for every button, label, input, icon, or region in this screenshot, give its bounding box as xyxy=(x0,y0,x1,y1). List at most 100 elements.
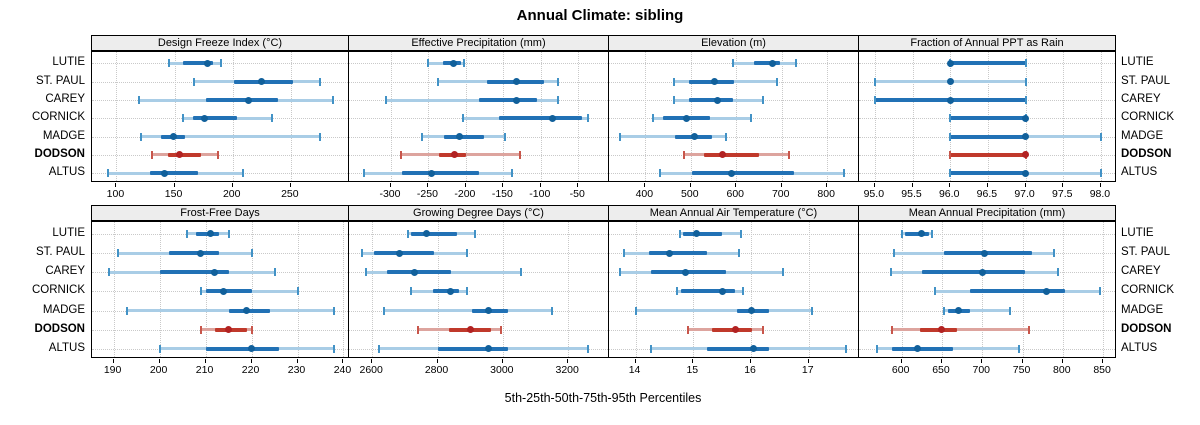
station-label-lutie: LUTIE xyxy=(1121,226,1154,239)
cap-95th-madge xyxy=(550,306,553,315)
axis-tick xyxy=(250,359,252,363)
cap-95th-st-paul xyxy=(737,249,740,258)
median-dot-dodson xyxy=(175,151,183,159)
cap-95th-lutie xyxy=(474,229,477,238)
median-dot-dodson xyxy=(225,326,233,334)
range-25-75-altus xyxy=(150,171,198,176)
median-dot-st-paul xyxy=(197,249,205,257)
station-label-dodson: DODSON xyxy=(1121,147,1172,160)
cap-5th-st-paul xyxy=(623,249,625,258)
axis-tick-label: 96.0 xyxy=(938,188,960,200)
median-dot-st-paul xyxy=(981,249,989,257)
cap-95th-madge xyxy=(810,306,813,315)
axis-tick xyxy=(873,183,875,187)
panel-plot-growing-degree-days-c xyxy=(348,221,609,358)
gridline-vertical xyxy=(781,52,783,181)
cap-95th-st-paul xyxy=(1052,249,1055,258)
axis-tick xyxy=(911,183,913,187)
axis-tick-label: 250 xyxy=(281,188,299,200)
axis-mean-annual-precipitation-mm: 600 650 700 750 800 850 xyxy=(858,359,1116,379)
axis-tick xyxy=(940,359,942,363)
gridline-horizontal xyxy=(349,233,608,235)
axis-tick-label: -250 xyxy=(416,188,438,200)
cap-95th-cornick xyxy=(465,287,468,296)
axis-tick-label: 3200 xyxy=(555,364,579,376)
median-dot-dodson xyxy=(731,326,739,334)
axis-tick xyxy=(1021,359,1023,363)
gridline-vertical xyxy=(901,222,903,357)
panel-title: Mean Annual Precipitation (mm) xyxy=(908,207,1066,219)
panel-plot-mean-annual-air-temperature-c xyxy=(608,221,859,358)
axis-tick xyxy=(371,359,373,363)
axis-tick-label: 200 xyxy=(222,188,241,200)
cap-95th-st-paul xyxy=(465,249,468,258)
cap-5th-cornick xyxy=(410,287,413,296)
median-dot-dodson xyxy=(451,151,459,159)
axis-tick-label: 14 xyxy=(628,364,641,376)
axis-tick xyxy=(577,183,579,187)
cap-95th-altus xyxy=(242,169,245,178)
station-label-madge: MADGE xyxy=(1121,303,1164,316)
range-25-75-lutie xyxy=(182,61,213,66)
cap-5th-st-paul xyxy=(117,249,120,258)
range-25-75-dodson xyxy=(703,152,759,157)
panel-strip-elevation-m: Elevation (m) xyxy=(608,35,859,51)
cap-95th-altus xyxy=(586,344,589,353)
cap-5th-madge xyxy=(420,132,423,141)
gridline-vertical xyxy=(428,52,430,181)
cap-5th-cornick xyxy=(181,114,184,123)
panel-title: Fraction of Annual PPT as Rain xyxy=(910,37,1064,49)
range-25-75-altus xyxy=(950,171,1026,176)
axis-tick xyxy=(436,359,438,363)
panel-title: Growing Degree Days (°C) xyxy=(413,207,544,219)
median-dot-madge xyxy=(748,307,756,315)
cap-95th-lutie xyxy=(1024,59,1027,68)
gridline-vertical xyxy=(1100,52,1102,181)
median-dot-carey xyxy=(245,96,253,104)
range-25-75-st-paul xyxy=(168,251,220,256)
station-label-dodson: DODSON xyxy=(1121,322,1172,335)
cap-95th-dodson xyxy=(216,150,219,159)
range-25-75-cornick xyxy=(193,116,238,121)
axis-tick-label: 700 xyxy=(972,364,991,376)
range-25-75-madge xyxy=(444,134,484,139)
axis-tick xyxy=(634,359,636,363)
cap-95th-carey xyxy=(519,268,522,277)
station-label-st-paul: ST. PAUL xyxy=(1121,74,1170,87)
cap-5th-madge xyxy=(943,306,946,315)
cap-5th-carey xyxy=(873,96,876,104)
median-dot-madge xyxy=(1022,133,1030,141)
range-25-75-cornick xyxy=(950,116,1026,121)
cap-95th-cornick xyxy=(296,287,299,296)
axis-tick xyxy=(1061,359,1063,363)
cap-95th-st-paul xyxy=(557,77,560,86)
axis-tick-label: 200 xyxy=(149,364,168,376)
cap-95th-dodson xyxy=(787,150,790,159)
panel-strip-effective-precipitation-mm: Effective Precipitation (mm) xyxy=(348,35,609,51)
median-dot-dodson xyxy=(718,151,726,159)
median-dot-carey xyxy=(513,96,521,104)
cap-95th-lutie xyxy=(227,229,230,238)
station-label-altus: ALTUS xyxy=(48,341,85,354)
range-25-75-carey xyxy=(689,98,733,102)
cap-5th-lutie xyxy=(407,229,410,238)
axis-tick xyxy=(900,359,902,363)
axis-tick-label: -100 xyxy=(529,188,551,200)
panel-plot-frost-free-days xyxy=(91,221,349,358)
cap-5th-madge xyxy=(949,132,952,141)
range-25-75-cornick xyxy=(970,289,1066,294)
median-dot-madge xyxy=(690,133,698,141)
cap-95th-st-paul xyxy=(776,77,779,86)
panel-plot-elevation-m xyxy=(608,51,859,182)
cap-95th-cornick xyxy=(1098,287,1101,296)
median-dot-altus xyxy=(484,345,492,353)
median-dot-cornick xyxy=(718,287,726,295)
median-dot-st-paul xyxy=(513,78,521,86)
gridline-horizontal xyxy=(349,291,608,293)
axis-tick-label: 500 xyxy=(681,188,699,200)
cap-5th-altus xyxy=(659,169,662,178)
median-dot-st-paul xyxy=(666,249,674,257)
cap-5th-dodson xyxy=(151,150,154,159)
axis-tick-label: 240 xyxy=(333,364,352,376)
axis-tick-label: -150 xyxy=(491,188,513,200)
